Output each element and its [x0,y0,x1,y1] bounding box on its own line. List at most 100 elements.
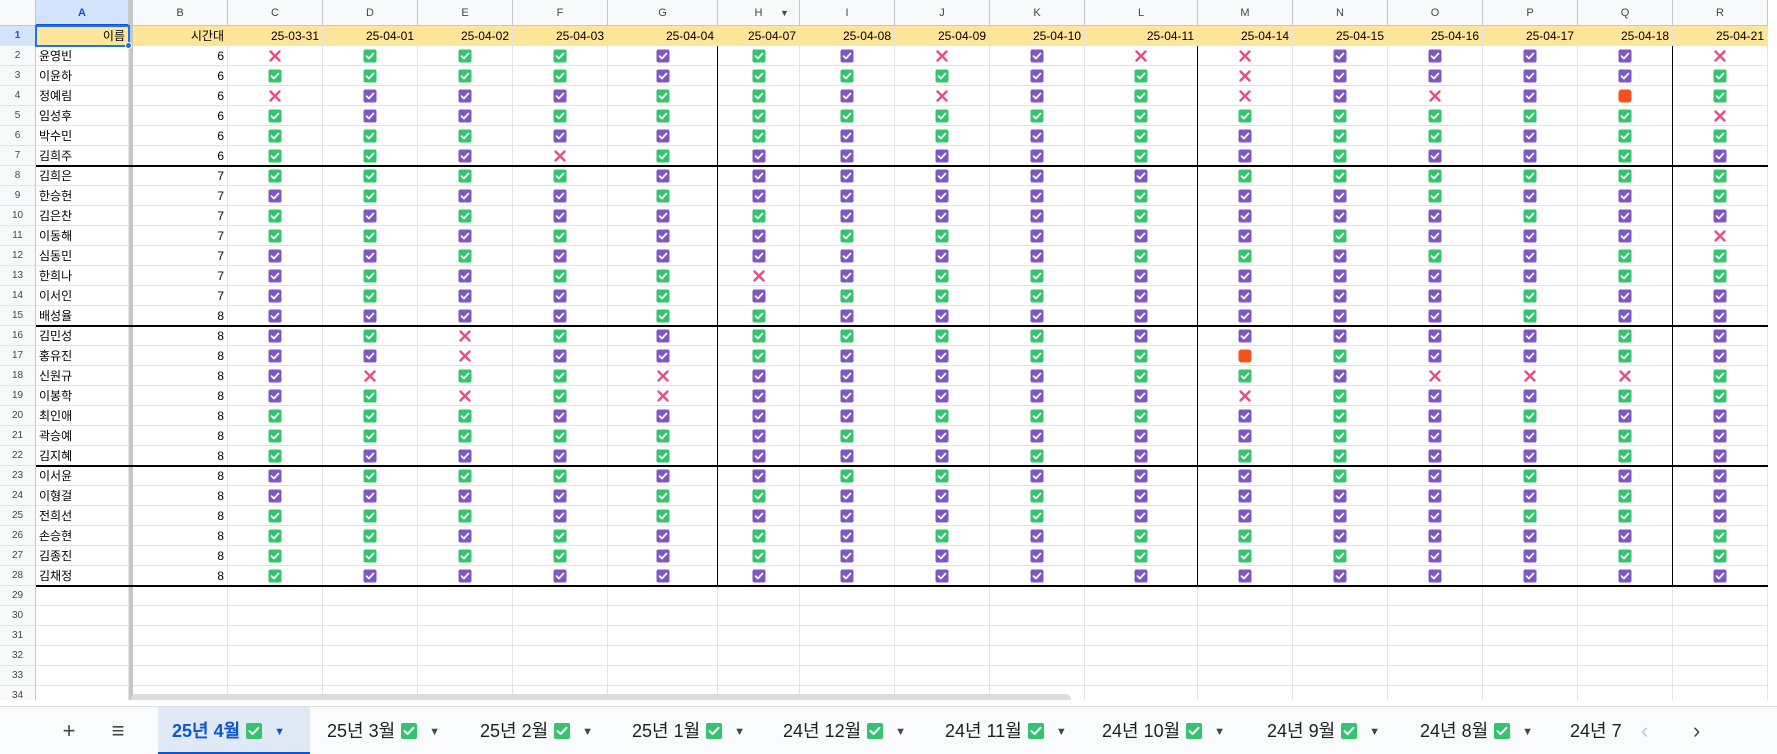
checked-checkbox-icon[interactable] [1134,549,1148,562]
checked-checkbox-icon[interactable] [1428,269,1442,282]
checked-checkbox-icon[interactable] [1523,109,1537,122]
attendance-cell[interactable] [228,226,323,246]
attendance-cell[interactable] [1483,406,1578,426]
attendance-cell[interactable] [608,266,718,286]
row-header[interactable]: 23 [0,466,36,486]
empty-cell[interactable] [895,666,990,686]
attendance-cell[interactable] [1085,486,1198,506]
attendance-cell[interactable] [1198,166,1293,186]
header-date-cell[interactable]: 25-04-03 [513,26,608,46]
checked-checkbox-icon[interactable] [752,249,765,262]
checked-checkbox-icon[interactable] [840,169,854,182]
empty-cell[interactable] [1198,626,1293,646]
checked-checkbox-icon[interactable] [363,69,377,82]
checked-checkbox-icon[interactable] [1238,549,1252,562]
add-sheet-button[interactable]: + [62,718,76,743]
checked-checkbox-icon[interactable] [1618,269,1632,282]
attendance-cell[interactable] [323,346,418,366]
attendance-cell[interactable] [718,46,800,66]
checked-checkbox-icon[interactable] [1333,389,1347,402]
checked-checkbox-icon[interactable] [1030,429,1044,442]
empty-cell[interactable] [1483,606,1578,626]
scroll-tabs-left-icon[interactable]: ‹ [1641,718,1649,743]
checked-checkbox-icon[interactable] [458,509,472,522]
checked-checkbox-icon[interactable] [268,309,282,322]
all-sheets-menu-button[interactable]: ≡ [111,718,125,743]
attendance-cell[interactable] [1388,446,1483,466]
checked-checkbox-icon[interactable] [1238,229,1252,242]
checked-checkbox-icon[interactable] [1428,409,1442,422]
attendance-cell[interactable] [990,146,1085,166]
checked-checkbox-icon[interactable] [1523,409,1537,422]
column-header-f[interactable]: F [513,0,608,26]
checked-checkbox-icon[interactable] [1134,369,1148,382]
checked-checkbox-icon[interactable] [1428,69,1442,82]
attendance-cell[interactable] [895,46,990,66]
select-all-corner[interactable] [0,0,36,26]
empty-cell[interactable] [1085,626,1198,646]
empty-cell[interactable] [323,686,418,700]
attendance-cell[interactable] [895,66,990,86]
sheet-tab[interactable]: 24년 12월 ▼ [766,707,928,754]
attendance-cell[interactable] [608,526,718,546]
attendance-cell[interactable] [608,326,718,346]
attendance-cell[interactable] [1293,186,1388,206]
slot-cell[interactable]: 8 [133,466,228,486]
checked-checkbox-icon[interactable] [1134,309,1148,322]
attendance-cell[interactable] [990,566,1085,586]
checked-checkbox-icon[interactable] [268,209,282,222]
checked-checkbox-icon[interactable] [1428,449,1442,462]
attendance-cell[interactable] [1483,286,1578,306]
empty-cell[interactable] [895,626,990,646]
checked-checkbox-icon[interactable] [1713,549,1727,562]
checked-checkbox-icon[interactable] [268,549,282,562]
checked-checkbox-icon[interactable] [268,349,282,362]
empty-cell[interactable] [133,606,228,626]
sheet-tab[interactable]: 25년 4월 ▼ [158,707,310,754]
attendance-cell[interactable] [608,206,718,226]
checked-checkbox-icon[interactable] [268,269,282,282]
checked-checkbox-icon[interactable] [1238,329,1252,342]
attendance-cell[interactable] [1673,66,1768,86]
attendance-cell[interactable] [418,86,513,106]
slot-cell[interactable]: 8 [133,566,228,586]
checked-checkbox-icon[interactable] [363,329,377,342]
attendance-cell[interactable] [1293,226,1388,246]
attendance-cell[interactable] [323,326,418,346]
checked-checkbox-icon[interactable] [458,309,472,322]
attendance-cell[interactable] [990,206,1085,226]
attendance-cell[interactable] [1293,386,1388,406]
attendance-cell[interactable] [1293,306,1388,326]
empty-cell[interactable] [1578,646,1673,666]
attendance-cell[interactable] [608,346,718,366]
checked-checkbox-icon[interactable] [1523,429,1537,442]
attendance-cell[interactable] [990,286,1085,306]
checked-checkbox-icon[interactable] [1134,129,1148,142]
empty-cell[interactable] [1085,686,1198,700]
checked-checkbox-icon[interactable] [935,169,949,182]
empty-cell[interactable] [1388,646,1483,666]
empty-cell[interactable] [1673,626,1768,646]
name-cell[interactable]: 이동해 [36,226,129,246]
checked-checkbox-icon[interactable] [656,489,669,502]
attendance-cell[interactable] [1388,146,1483,166]
attendance-cell[interactable] [513,286,608,306]
attendance-cell[interactable] [1673,486,1768,506]
checked-checkbox-icon[interactable] [1134,329,1148,342]
empty-cell[interactable] [133,646,228,666]
attendance-cell[interactable] [1293,466,1388,486]
attendance-cell[interactable] [718,526,800,546]
checked-checkbox-icon[interactable] [458,409,472,422]
attendance-cell[interactable] [608,306,718,326]
attendance-cell[interactable] [1578,66,1673,86]
checked-checkbox-icon[interactable] [1030,49,1044,62]
attendance-cell[interactable] [228,506,323,526]
checked-checkbox-icon[interactable] [1134,529,1148,542]
checked-checkbox-icon[interactable] [363,409,377,422]
attendance-cell[interactable] [1673,546,1768,566]
column-header-k[interactable]: K [990,0,1085,26]
column-header-c[interactable]: C [228,0,323,26]
checked-checkbox-icon[interactable] [1134,229,1148,242]
attendance-cell[interactable] [1085,146,1198,166]
attendance-cell[interactable] [1578,426,1673,446]
